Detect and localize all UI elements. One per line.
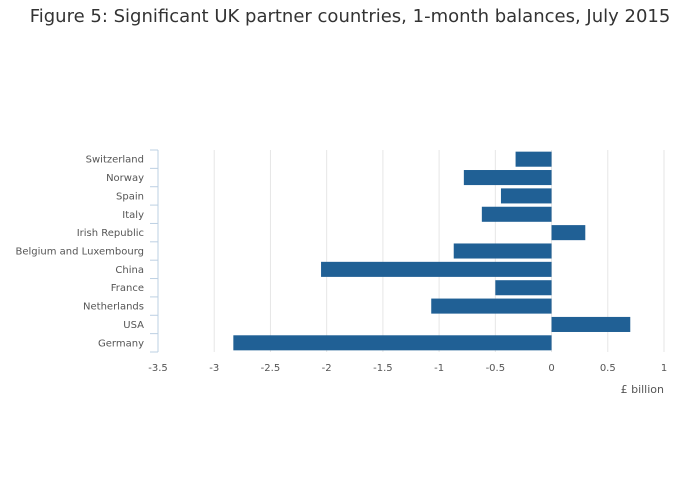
bar: [500, 188, 552, 204]
bar: [515, 151, 552, 167]
y-axis: [150, 149, 159, 353]
category-label: Switzerland: [86, 155, 144, 166]
x-tick-label: -2.5: [261, 363, 281, 374]
category-label: Belgium and Luxembourg: [16, 247, 145, 258]
category-label: Norway: [106, 173, 144, 184]
category-label: Italy: [122, 210, 144, 221]
bar: [463, 170, 552, 186]
category-label: Spain: [116, 191, 144, 202]
labels: -3.5 -3 -2.5 -2 -1.5 -1 -0.5 0 0.5 1 Switzerland No…: [16, 155, 668, 374]
x-tick-label: 0: [548, 363, 554, 374]
category-label: Netherlands: [83, 302, 144, 313]
x-tick-label: -1: [434, 363, 444, 374]
x-tick-label: -1.5: [373, 363, 393, 374]
x-tick-label: -3.5: [148, 363, 168, 374]
category-label: Germany: [98, 338, 144, 349]
bar: [431, 298, 552, 314]
bar: [453, 243, 552, 259]
x-axis-title: £ billion: [621, 383, 664, 396]
bar: [495, 280, 552, 296]
x-tick-label: -0.5: [486, 363, 506, 374]
bar: [551, 316, 631, 332]
bar: [551, 225, 586, 241]
chart-title: Figure 5: Significant UK partner countri…: [29, 6, 671, 27]
category-label: Irish Republic: [77, 228, 144, 239]
category-label: China: [115, 265, 144, 276]
category-label: USA: [123, 320, 144, 331]
bars: [233, 151, 631, 351]
bar: [481, 206, 552, 222]
bar: [233, 335, 552, 351]
x-tick-label: -3: [209, 363, 219, 374]
x-tick-label: -2: [322, 363, 332, 374]
category-label: France: [111, 283, 144, 294]
bar: [321, 261, 552, 277]
x-tick-label: 1: [661, 363, 667, 374]
x-tick-label: 0.5: [600, 363, 616, 374]
